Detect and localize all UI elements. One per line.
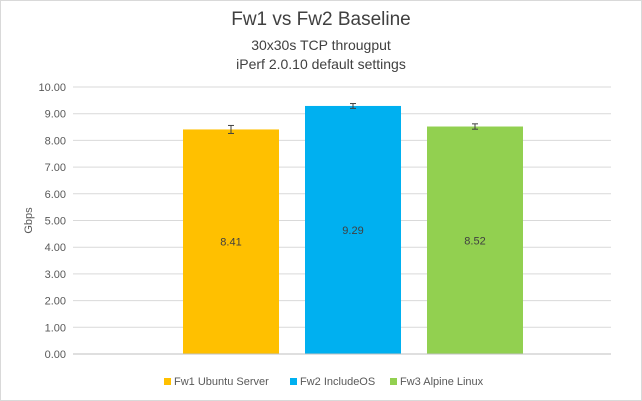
legend-swatch (390, 378, 397, 385)
y-tick-label: 2.00 (45, 296, 66, 308)
bar (305, 105, 401, 354)
y-tick-label: 7.00 (45, 162, 66, 174)
legend-swatch (290, 378, 297, 385)
legend-swatch (164, 378, 171, 385)
y-tick-label: 1.00 (45, 322, 66, 334)
y-tick-label: 9.00 (45, 109, 66, 121)
chart-title: Fw1 vs Fw2 Baseline (231, 9, 411, 30)
data-label: 8.52 (464, 235, 485, 247)
y-tick-label: 10.00 (38, 82, 66, 94)
y-tick-label: 4.00 (45, 242, 66, 254)
legend-entry: Fw2 IncludeOS (300, 376, 375, 388)
data-label: 9.29 (342, 225, 363, 237)
legend-entry: Fw1 Ubuntu Server (174, 376, 269, 388)
y-tick-label: 0.00 (45, 349, 66, 361)
chart-subtitle-1: 30x30s TCP througput (251, 37, 391, 53)
bar (183, 129, 279, 354)
bar (427, 126, 523, 355)
y-tick-label: 6.00 (45, 189, 66, 201)
data-label: 8.41 (220, 237, 241, 249)
chart-subtitle-2: iPerf 2.0.10 default settings (236, 56, 406, 72)
y-tick-label: 3.00 (45, 269, 66, 281)
y-tick-label: 8.00 (45, 135, 66, 147)
legend-entry: Fw3 Alpine Linux (400, 376, 484, 388)
y-tick-label: 5.00 (45, 216, 66, 228)
y-axis-label: Gbps (23, 207, 35, 234)
